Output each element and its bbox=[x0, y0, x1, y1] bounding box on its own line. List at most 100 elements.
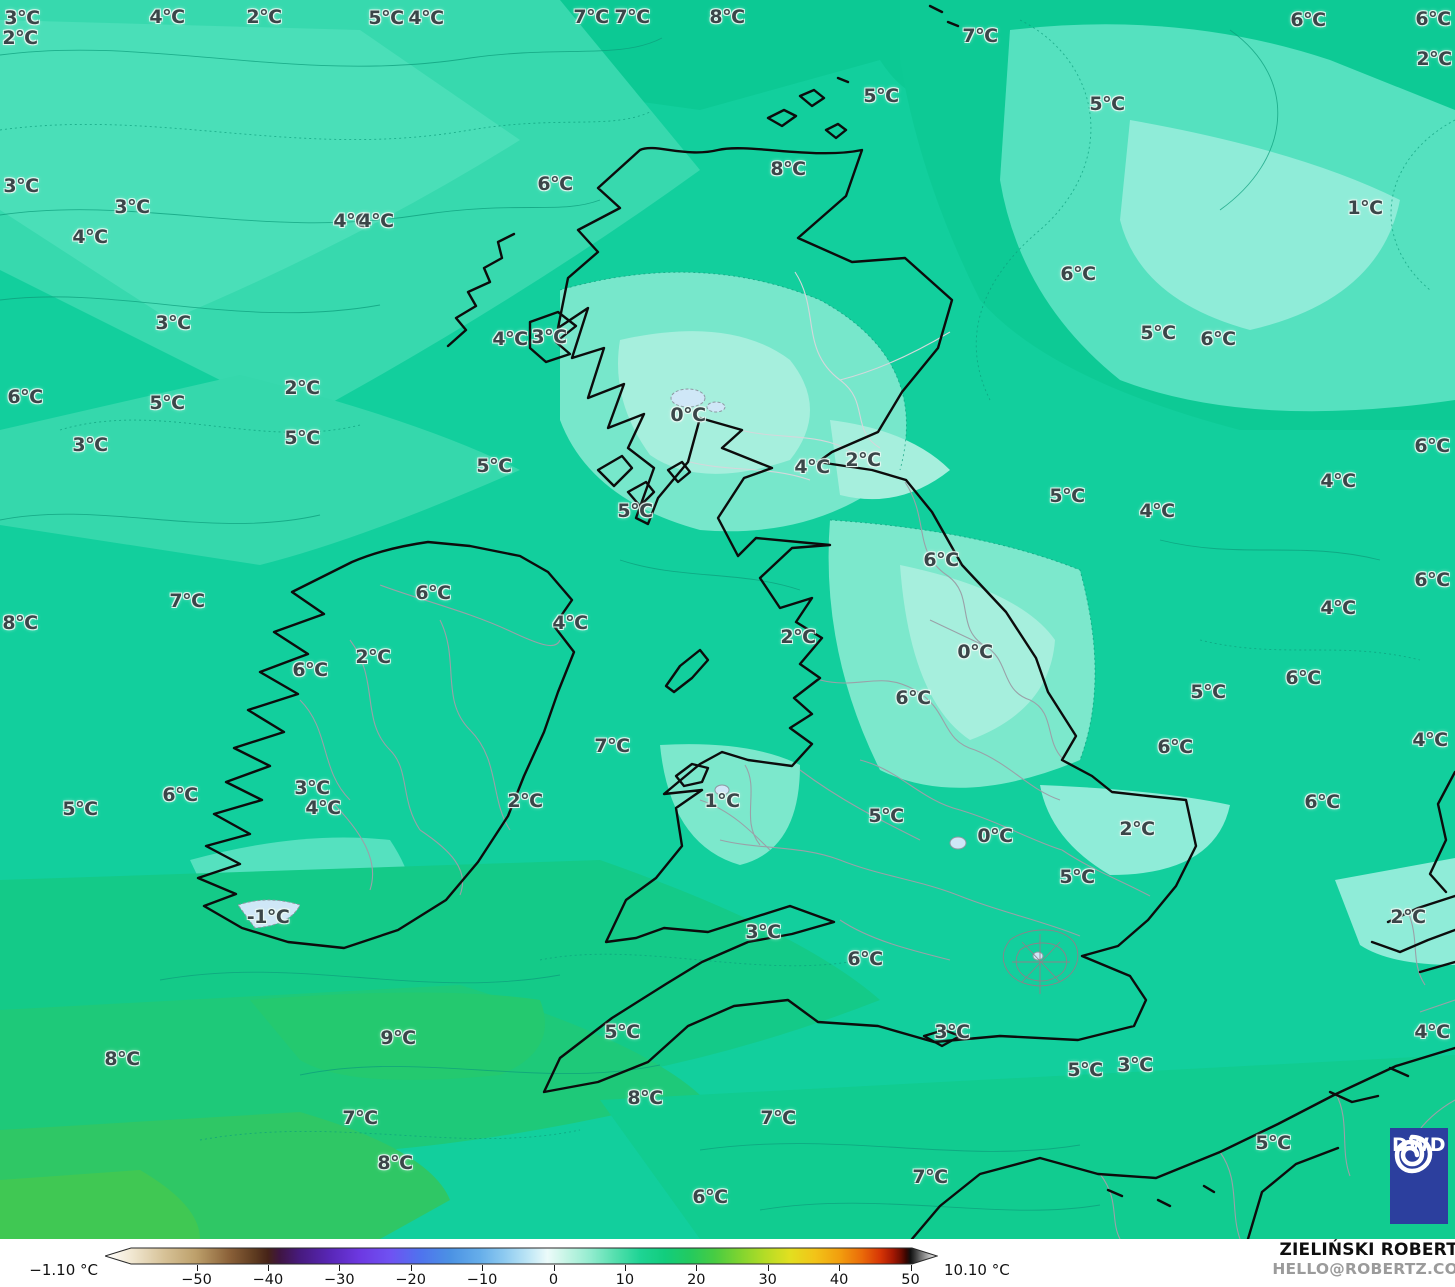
temperature-label: 7°C bbox=[912, 1166, 948, 1188]
temperature-label: 8°C bbox=[709, 6, 745, 28]
colorbar-tick-label: 10 bbox=[615, 1272, 635, 1287]
temperature-label: 6°C bbox=[1157, 736, 1193, 758]
temperature-label: 5°C bbox=[868, 805, 904, 827]
temperature-label: 7°C bbox=[760, 1107, 796, 1129]
coast-continent bbox=[910, 1046, 1455, 1239]
temperature-label: 2°C bbox=[1416, 48, 1452, 70]
temperature-label: 4°C bbox=[1320, 597, 1356, 619]
colorbar-tick-label: −20 bbox=[395, 1272, 426, 1287]
temperature-label: 4°C bbox=[1139, 500, 1175, 522]
temperature-label: 3°C bbox=[3, 175, 39, 197]
temperature-label: 3°C bbox=[1117, 1054, 1153, 1076]
temperature-label: 6°C bbox=[7, 386, 43, 408]
temperature-label: 4°C bbox=[358, 210, 394, 232]
temperature-label: 4°C bbox=[333, 210, 369, 232]
coast-estuaries bbox=[1328, 1066, 1410, 1104]
temperature-label: 5°C bbox=[149, 392, 185, 414]
colorbar-tick-mark bbox=[839, 1265, 841, 1271]
temperature-label: 6°C bbox=[923, 549, 959, 571]
temperature-label: 7°C bbox=[169, 590, 205, 612]
temperature-label: 6°C bbox=[692, 1186, 728, 1208]
temperature-label: 0°C bbox=[670, 404, 706, 426]
temperature-label: 5°C bbox=[604, 1021, 640, 1043]
attribution: ZIELIŃSKI ROBERT HELLO@ROBERTZ.CO bbox=[1272, 1240, 1455, 1278]
colorbar-tick-mark bbox=[482, 1265, 484, 1271]
temperature-label: 2°C bbox=[2, 27, 38, 49]
colorbar: −50 −40 −30 −20 −10 0 10 20 30 40 50 bbox=[103, 1247, 939, 1287]
colorbar-min-label: −1.10 °C bbox=[29, 1261, 98, 1279]
temperature-label: 5°C bbox=[1067, 1059, 1103, 1081]
temperature-label: 4°C bbox=[1412, 729, 1448, 751]
temperature-label: 8°C bbox=[2, 612, 38, 634]
coast-dutch-shore bbox=[1428, 770, 1455, 894]
dwd-spiral-icon bbox=[1394, 1134, 1433, 1174]
temperature-label: 5°C bbox=[284, 427, 320, 449]
temperature-label: 6°C bbox=[1285, 667, 1321, 689]
coast-skye bbox=[528, 310, 578, 364]
temperature-label: 9°C bbox=[380, 1027, 416, 1049]
temperature-label: 8°C bbox=[377, 1152, 413, 1174]
colorbar-strip: −1.10 °C bbox=[0, 1239, 1455, 1287]
temperature-label: 7°C bbox=[594, 735, 630, 757]
coast-ireland bbox=[196, 540, 576, 950]
temperature-label: 6°C bbox=[1290, 9, 1326, 31]
temperature-label: 3°C bbox=[4, 7, 40, 29]
colorbar-max-label: 10.10 °C bbox=[944, 1261, 1010, 1279]
coast-normandy bbox=[1106, 1146, 1340, 1239]
colorbar-tick-label: 40 bbox=[829, 1272, 849, 1287]
attribution-email: HELLO@ROBERTZ.CO bbox=[1272, 1259, 1455, 1278]
temperature-label: 4°C bbox=[794, 456, 830, 478]
colorbar-gradient-arrow bbox=[103, 1247, 939, 1265]
coast-isle-of-wight bbox=[922, 1028, 962, 1048]
temperature-label: 5°C bbox=[617, 500, 653, 522]
colorbar-tick-mark bbox=[267, 1265, 269, 1271]
dwd-logo: DWD bbox=[1390, 1128, 1448, 1224]
temperature-label: 2°C bbox=[246, 6, 282, 28]
admin-boundaries bbox=[299, 481, 1455, 1239]
colorbar-tick-label: −30 bbox=[323, 1272, 355, 1287]
temperature-label: 8°C bbox=[627, 1087, 663, 1109]
temperature-label: 5°C bbox=[62, 798, 98, 820]
colorbar-tick-mark bbox=[696, 1265, 698, 1271]
colorbar-tick-label: 50 bbox=[901, 1272, 920, 1287]
coast-arran bbox=[666, 460, 692, 484]
colorbar-tick-label: −10 bbox=[466, 1272, 498, 1287]
temperature-label: 4°C bbox=[1320, 470, 1356, 492]
temperature-label: 8°C bbox=[104, 1048, 140, 1070]
temperature-label: 4°C bbox=[1414, 1021, 1450, 1043]
coast-islay bbox=[596, 454, 634, 488]
temperature-label: 5°C bbox=[863, 85, 899, 107]
colorbar-tick-mark bbox=[196, 1265, 198, 1271]
temperature-label: 5°C bbox=[1190, 681, 1226, 703]
temperature-label: 0°C bbox=[977, 825, 1013, 847]
temperature-label: 5°C bbox=[1049, 485, 1085, 507]
temperature-regions bbox=[0, 0, 1455, 1239]
temperature-label: 4°C bbox=[408, 7, 444, 29]
colorbar-tick-label: −50 bbox=[181, 1272, 212, 1287]
temperature-label: 6°C bbox=[1200, 328, 1236, 350]
contour-lines bbox=[0, 19, 1455, 1211]
temperature-label: 4°C bbox=[492, 328, 528, 350]
colorbar-tick-label: 30 bbox=[758, 1272, 777, 1287]
temperature-label: 4°C bbox=[552, 612, 588, 634]
temperature-label: 5°C bbox=[1089, 93, 1125, 115]
coast-anglesey bbox=[674, 762, 710, 788]
temperature-label: 2°C bbox=[355, 646, 391, 668]
temperature-label: 6°C bbox=[537, 173, 573, 195]
temperature-label: 2°C bbox=[780, 626, 816, 648]
colorbar-tick-mark bbox=[624, 1265, 626, 1271]
temperature-label: 6°C bbox=[1415, 8, 1451, 30]
temperature-label: 3°C bbox=[72, 434, 108, 456]
temperature-label: 3°C bbox=[155, 312, 191, 334]
temperature-label: 3°C bbox=[531, 326, 567, 348]
map-canvas bbox=[0, 0, 1455, 1239]
coast-dutch-islands bbox=[1370, 894, 1455, 974]
temperature-label: 5°C bbox=[368, 7, 404, 29]
colorbar-tick-mark bbox=[410, 1265, 412, 1271]
temperature-label: 7°C bbox=[614, 6, 650, 28]
temperature-label: 4°C bbox=[149, 6, 185, 28]
colorbar-tick-label: 20 bbox=[687, 1272, 706, 1287]
temperature-label: 2°C bbox=[284, 377, 320, 399]
temperature-label: 2°C bbox=[507, 790, 543, 812]
